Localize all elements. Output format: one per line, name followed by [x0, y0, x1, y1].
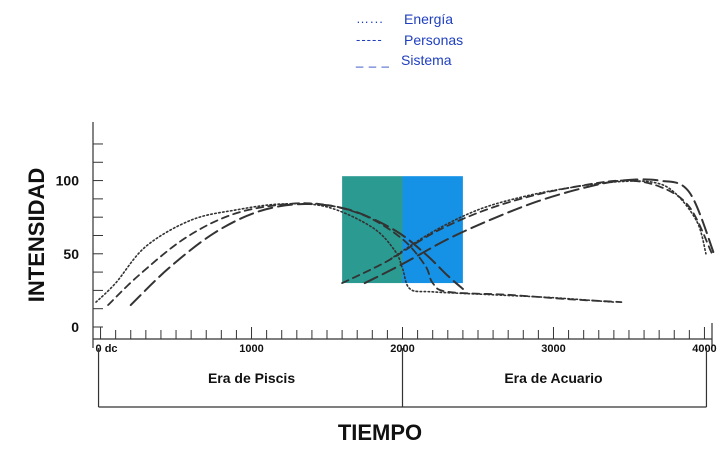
x-tick-label: 3000: [541, 343, 565, 355]
y-axis-title: INTENSIDAD: [24, 168, 49, 302]
series-line-sistema-2: [363, 178, 717, 285]
series-lines: [95, 178, 717, 307]
era-label-acuario: Era de Acuario: [504, 370, 602, 386]
x-axis-title: TIEMPO: [338, 420, 422, 445]
legend: …... Energía ----- Personas _ _ _ Sistem…: [355, 11, 463, 68]
legend-label-personas: Personas: [404, 32, 463, 48]
x-tick-label: 0 dc: [96, 343, 118, 355]
legend-symbol-sistema: _ _ _: [355, 53, 390, 68]
era-brackets: Era de Piscis Era de Acuario: [97, 348, 708, 408]
legend-symbol-energia: …...: [356, 11, 384, 26]
era-label-piscis: Era de Piscis: [208, 370, 295, 386]
legend-label-sistema: Sistema: [401, 52, 452, 68]
series-line-personas-2: [341, 179, 713, 284]
y-tick-label: 50: [63, 246, 79, 262]
y-tick-label: 0: [71, 319, 79, 335]
x-tick-label: 1000: [239, 343, 263, 355]
series-line-sistema-1: [129, 202, 464, 307]
x-tick-label: 4000: [692, 343, 716, 355]
series-line-personas-1: [107, 202, 623, 306]
shaded-region-1: [402, 176, 463, 284]
legend-symbol-personas: -----: [356, 32, 383, 47]
legend-label-energia: Energía: [404, 11, 453, 27]
y-tick-label: 100: [56, 173, 80, 189]
